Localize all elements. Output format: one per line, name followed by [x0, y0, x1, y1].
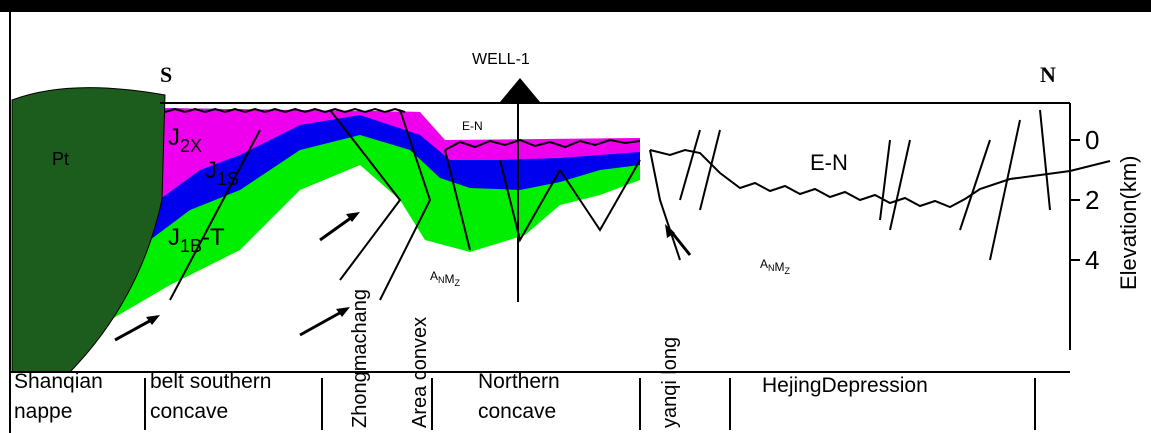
tick-label: 0 — [1085, 125, 1099, 155]
well-symbol — [500, 78, 540, 102]
region-label: Northern — [478, 370, 560, 393]
unit-pt: Pt — [52, 149, 69, 169]
base: J — [168, 224, 180, 251]
base: A — [430, 269, 438, 283]
base: J — [205, 157, 217, 184]
region-label: belt southern — [150, 370, 271, 393]
north-label: N — [1040, 62, 1056, 87]
sub: Z — [785, 266, 791, 276]
sub: 1B — [180, 236, 202, 256]
region-label: concave — [150, 400, 228, 423]
region-label: concave — [478, 400, 556, 423]
tick-label: 2 — [1085, 185, 1099, 215]
base: A — [760, 257, 768, 271]
axis-title: Elevation(km) — [1116, 156, 1141, 290]
tail: -T — [202, 224, 225, 251]
top-bar — [0, 0, 1151, 12]
region-label: Shanqian — [14, 370, 103, 393]
tick-label: 4 — [1085, 245, 1099, 275]
region-label: HejingDepression — [762, 374, 928, 397]
south-label: S — [160, 62, 172, 87]
sub: Z — [455, 278, 461, 288]
pt-body — [12, 88, 165, 372]
well-label: WELL-1 — [472, 51, 530, 68]
unit-e-n-small: E-N — [462, 119, 483, 133]
unit-anmz: ANMZ — [760, 257, 791, 276]
region-label: Zhongmachang — [349, 289, 371, 428]
cross-section: SWELL-1NPtJ2XJ1SJ1B-TE-NE-NANMZANMZ024El… — [0, 0, 1151, 433]
sub: 1S — [217, 169, 239, 189]
unit-e-n-large: E-N — [810, 150, 848, 175]
region-label: nappe — [14, 400, 72, 423]
base: M — [445, 272, 455, 286]
base: J — [168, 124, 180, 151]
region-label: Area convex — [409, 317, 431, 428]
base: M — [775, 260, 785, 274]
region-label: yanqi long — [659, 337, 681, 428]
unit-anmz: ANMZ — [430, 269, 461, 288]
sub: 2X — [180, 136, 202, 156]
